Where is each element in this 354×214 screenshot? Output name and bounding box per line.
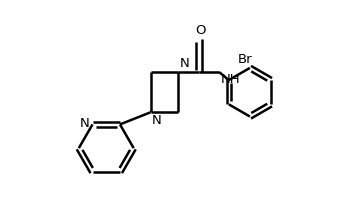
Text: N: N [180, 57, 190, 70]
Text: NH: NH [220, 73, 240, 86]
Text: N: N [152, 114, 161, 127]
Text: O: O [195, 24, 205, 37]
Text: Br: Br [237, 53, 252, 66]
Text: N: N [80, 117, 89, 130]
